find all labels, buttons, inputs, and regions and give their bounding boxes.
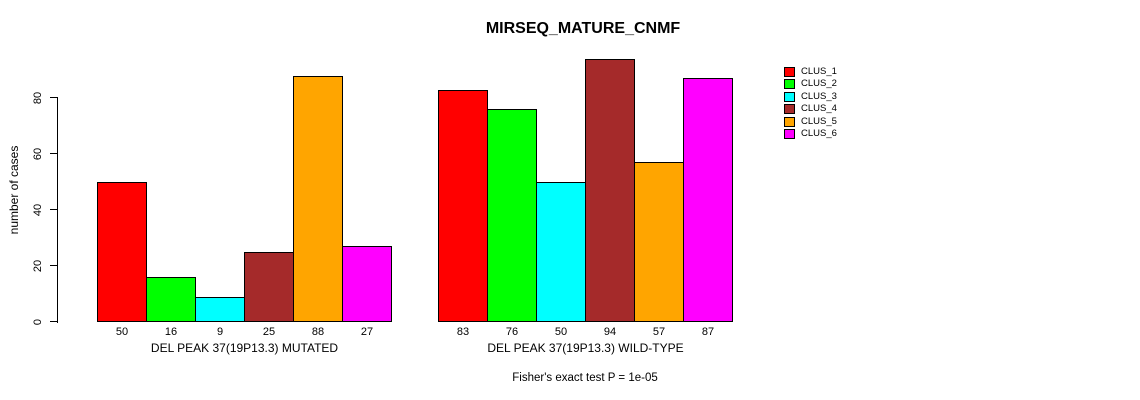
legend-label-clus_4: CLUS_4: [801, 103, 837, 114]
y-tick-label: 80: [32, 91, 44, 105]
chart-title: MIRSEQ_MATURE_CNMF: [485, 20, 681, 37]
bar-clus_5-group1: [293, 76, 343, 322]
bar-clus_6-group1: [342, 246, 392, 322]
bar-clus_3-group2: [536, 182, 586, 322]
bar-value-label: 25: [262, 326, 276, 338]
y-tick-mark: [50, 321, 58, 322]
bar-clus_4-group1: [244, 252, 294, 322]
bar-value-label: 50: [115, 326, 129, 338]
bar-clus_2-group2: [487, 109, 537, 322]
legend-swatch-clus_3: [784, 92, 795, 102]
legend-swatch-clus_2: [784, 79, 795, 89]
legend-swatch-clus_1: [784, 67, 795, 77]
legend-label-clus_6: CLUS_6: [801, 128, 837, 139]
bar-clus_1-group1: [97, 182, 147, 322]
bar-clus_6-group2: [683, 78, 733, 322]
legend-swatch-clus_4: [784, 104, 795, 114]
bar-value-label: 76: [505, 326, 519, 338]
legend-label-clus_1: CLUS_1: [801, 66, 837, 77]
bar-value-label: 57: [652, 326, 666, 338]
bar-value-label: 16: [164, 326, 178, 338]
y-tick-mark: [50, 97, 58, 98]
bar-value-label: 83: [456, 326, 470, 338]
bar-value-label: 88: [311, 326, 325, 338]
bar-clus_4-group2: [585, 59, 635, 322]
y-tick-mark: [50, 209, 58, 210]
y-tick-label: 0: [32, 318, 44, 326]
bar-clus_5-group2: [634, 162, 684, 322]
bar-clus_1-group2: [438, 90, 488, 322]
y-tick-label: 40: [32, 203, 44, 217]
fisher-test-note: Fisher's exact test P = 1e-05: [512, 372, 658, 384]
y-tick-label: 20: [32, 259, 44, 273]
legend-swatch-clus_6: [784, 129, 795, 139]
bar-clus_2-group1: [146, 277, 196, 322]
y-tick-mark: [50, 265, 58, 266]
legend-label-clus_2: CLUS_2: [801, 78, 837, 89]
bar-value-label: 87: [701, 326, 715, 338]
bar-value-label: 94: [603, 326, 617, 338]
bar-clus_3-group1: [195, 297, 245, 322]
x-axis-group-label: DEL PEAK 37(19P13.3) MUTATED: [150, 341, 339, 355]
bar-value-label: 27: [360, 326, 374, 338]
bar-value-label: 9: [216, 326, 224, 338]
y-tick-label: 60: [32, 147, 44, 161]
y-axis-label: number of cases: [7, 145, 21, 235]
x-axis-group-label: DEL PEAK 37(19P13.3) WILD-TYPE: [487, 341, 684, 355]
y-tick-mark: [50, 153, 58, 154]
legend-swatch-clus_5: [784, 117, 795, 127]
legend-label-clus_5: CLUS_5: [801, 116, 837, 127]
bar-value-label: 50: [554, 326, 568, 338]
legend-label-clus_3: CLUS_3: [801, 91, 837, 102]
y-axis-line: [57, 98, 58, 323]
